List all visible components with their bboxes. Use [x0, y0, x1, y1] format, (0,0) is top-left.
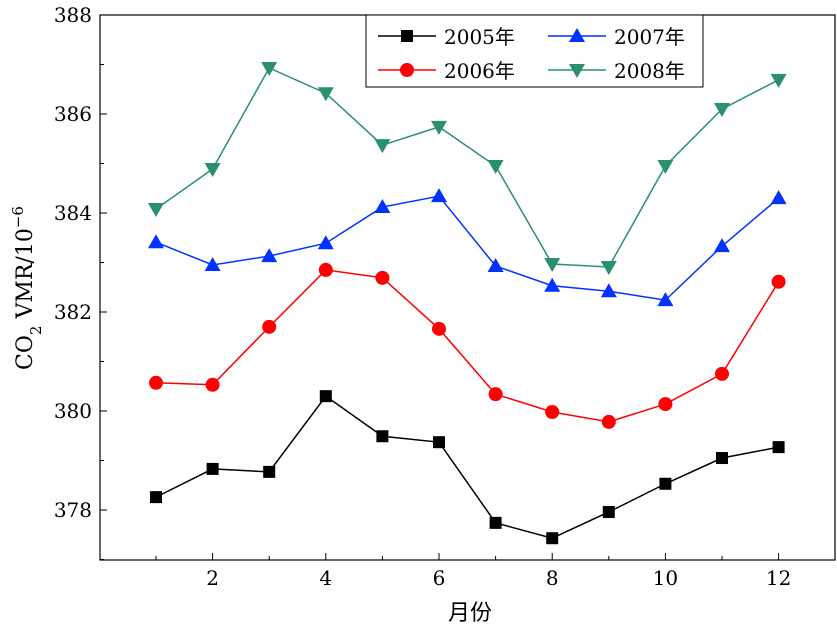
- x-tick-label: 8: [546, 566, 559, 590]
- data-point: [149, 375, 163, 390]
- y-axis-label: CO2 VMR/10−6: [9, 206, 45, 370]
- data-point: [487, 159, 504, 174]
- y-label-sup: −6: [9, 206, 27, 228]
- data-point: [544, 257, 561, 272]
- data-point: [204, 256, 221, 271]
- data-point: [770, 190, 787, 205]
- x-tick-label: 12: [766, 566, 791, 590]
- data-point: [206, 462, 219, 475]
- data-point: [262, 319, 277, 334]
- data-point: [375, 270, 390, 285]
- data-point: [602, 505, 615, 518]
- data-point: [376, 430, 389, 443]
- data-point: [317, 235, 334, 250]
- legend-marker: [569, 64, 585, 78]
- data-point: [716, 452, 728, 465]
- data-point: [318, 262, 333, 277]
- data-point: [148, 203, 164, 218]
- data-point: [714, 103, 730, 118]
- data-point: [546, 532, 559, 545]
- data-point: [150, 491, 162, 504]
- x-axis-label: 月份: [448, 601, 492, 626]
- data-point: [432, 321, 446, 336]
- data-point: [600, 260, 617, 275]
- data-point: [487, 257, 504, 272]
- data-point: [658, 397, 673, 412]
- data-point: [715, 366, 729, 381]
- data-point: [770, 73, 787, 88]
- series-2008年: [148, 61, 787, 275]
- legend-marker: [401, 30, 413, 42]
- data-point: [601, 414, 616, 429]
- data-point: [489, 516, 502, 529]
- data-point: [657, 292, 674, 307]
- data-point: [431, 120, 447, 135]
- data-point: [317, 87, 334, 102]
- legend-label: 2008年: [614, 59, 685, 83]
- y-tick-label: 378: [54, 498, 92, 522]
- data-point: [545, 404, 560, 419]
- legend-label: 2005年: [444, 25, 515, 49]
- y-label-rest: VMR/10: [13, 228, 38, 325]
- series-line: [155, 67, 779, 268]
- data-point: [488, 387, 503, 402]
- series-2005年: [150, 390, 785, 545]
- data-point: [374, 139, 391, 154]
- data-point: [544, 277, 561, 292]
- data-point: [148, 234, 164, 249]
- y-tick-label: 384: [54, 201, 92, 225]
- series-2007年: [148, 188, 787, 307]
- y-tick-label: 382: [54, 300, 92, 324]
- legend-label: 2006年: [444, 59, 515, 83]
- legend-marker: [569, 28, 585, 42]
- x-tick-label: 2: [206, 566, 219, 590]
- data-point: [374, 199, 391, 214]
- x-tick-label: 10: [653, 566, 678, 590]
- series-2006年: [149, 262, 786, 429]
- data-point: [433, 436, 445, 449]
- data-point: [659, 477, 672, 490]
- y-tick-label: 386: [54, 102, 92, 126]
- data-point: [431, 188, 447, 203]
- data-point: [771, 274, 786, 289]
- legend-box: [365, 14, 704, 88]
- x-tick-label: 4: [319, 566, 332, 590]
- data-point: [657, 159, 674, 174]
- data-point: [261, 248, 278, 263]
- y-label-sub: 2: [27, 326, 45, 336]
- y-tick-label: 388: [54, 3, 92, 27]
- data-point: [714, 238, 730, 253]
- legend-marker: [400, 63, 414, 77]
- data-point: [205, 377, 220, 392]
- data-point: [319, 390, 332, 403]
- series-line: [155, 195, 780, 301]
- data-point: [772, 441, 785, 454]
- data-point: [600, 283, 617, 298]
- y-tick-label: 380: [54, 399, 92, 423]
- x-tick-label: 6: [433, 566, 446, 590]
- data-point: [261, 61, 278, 76]
- data-point: [204, 162, 221, 177]
- plot-frame: [99, 14, 836, 561]
- series-line: [155, 269, 780, 423]
- legend-label: 2007年: [614, 25, 685, 49]
- y-label-main: CO: [13, 335, 38, 370]
- series-line: [155, 395, 779, 540]
- data-point: [263, 465, 276, 478]
